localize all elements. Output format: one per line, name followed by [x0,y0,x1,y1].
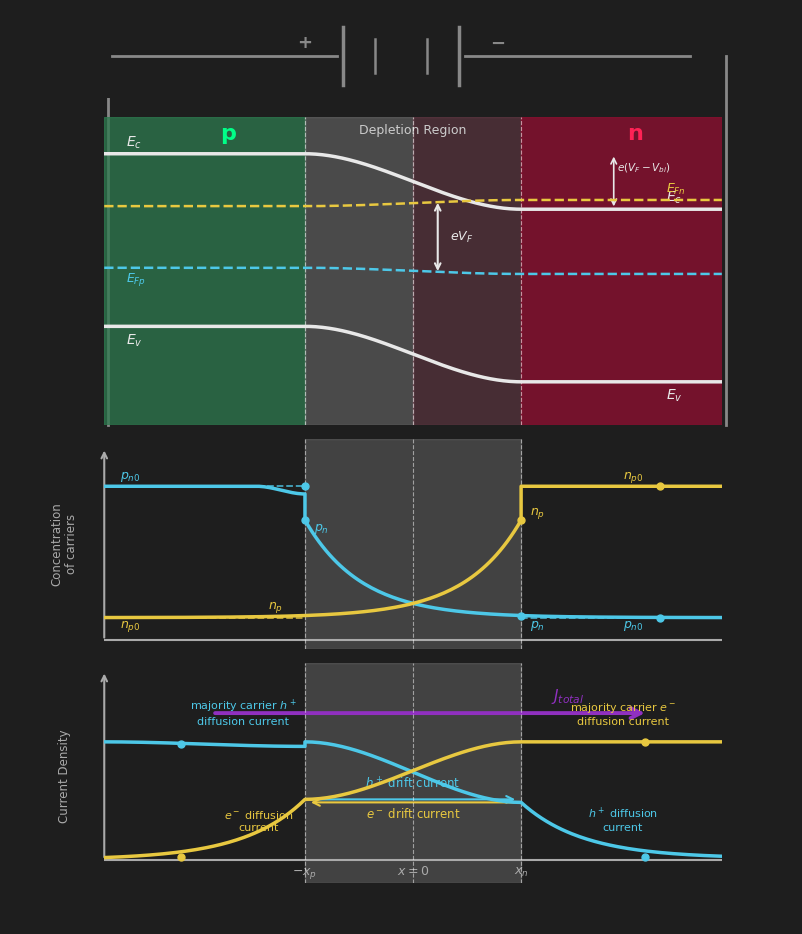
Text: majority carrier $h^+$
diffusion current: majority carrier $h^+$ diffusion current [190,698,297,727]
Text: $E_{Fp}$: $E_{Fp}$ [126,271,146,288]
Text: $p_n$: $p_n$ [530,619,545,633]
Text: $eV_F$: $eV_F$ [450,230,473,245]
Text: $p_{n0}$: $p_{n0}$ [119,470,140,484]
Bar [521,117,722,425]
Bar [305,439,521,649]
Text: n: n [627,124,643,145]
Text: $E_v$: $E_v$ [126,333,143,349]
Text: $n_{p0}$: $n_{p0}$ [623,471,643,486]
Text: Concentration
of carriers: Concentration of carriers [50,502,78,586]
Bar [305,117,413,425]
Text: $E_v$: $E_v$ [666,388,683,404]
Text: $x=0$: $x=0$ [397,865,429,878]
Text: $n_{p0}$: $n_{p0}$ [119,619,140,634]
Text: $h^+$ diffusion
current: $h^+$ diffusion current [588,806,658,833]
Text: $n_p$: $n_p$ [268,600,283,615]
Bar [104,117,305,425]
Text: $p_{n0}$: $p_{n0}$ [623,619,643,633]
Text: $n_p$: $n_p$ [530,506,545,521]
Text: $p_n$: $p_n$ [314,522,329,536]
Text: Depletion Region: Depletion Region [359,124,467,137]
Text: Current Density: Current Density [58,729,71,824]
Text: $E_{Fn}$: $E_{Fn}$ [666,182,686,197]
Text: $e(V_F-V_{bi})$: $e(V_F-V_{bi})$ [617,162,670,176]
Text: −: − [490,35,504,52]
Text: $-x_p$: $-x_p$ [293,866,318,881]
Text: $J_{total}$: $J_{total}$ [551,687,584,706]
Text: p: p [220,124,236,145]
Text: $x_n$: $x_n$ [514,866,529,879]
Text: +: + [298,35,312,52]
Text: $e^-$ drift current: $e^-$ drift current [366,807,460,821]
Text: $E_c$: $E_c$ [666,190,683,206]
Bar [413,117,521,425]
Text: $E_c$: $E_c$ [126,134,142,150]
Text: $h^+$ drift current: $h^+$ drift current [366,776,460,792]
Text: majority carrier $e^-$
diffusion current: majority carrier $e^-$ diffusion current [570,701,676,727]
Bar [305,663,521,883]
Text: $e^-$ diffusion
current: $e^-$ diffusion current [224,809,294,833]
